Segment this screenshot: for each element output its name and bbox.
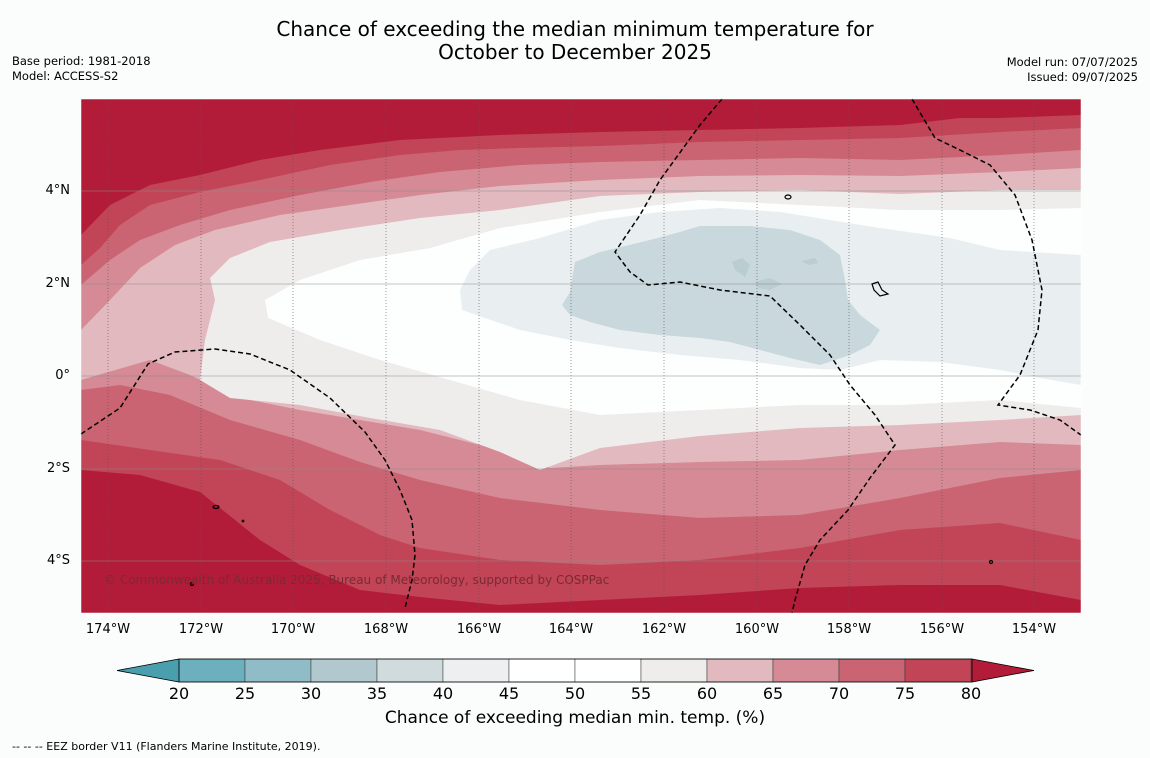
- lat-label: 2°S: [46, 461, 70, 476]
- map-frame: [80, 98, 1082, 614]
- copyright-text: © Commonwealth of Australia 2025, Bureau…: [104, 573, 609, 587]
- run-info: Model run: 07/07/2025 Issued: 09/07/2025: [1007, 55, 1138, 85]
- colorbar-tick: 50: [564, 684, 586, 703]
- colorbar-tick: 75: [894, 684, 916, 703]
- colorbar-tick: 70: [828, 684, 850, 703]
- lon-label: 168°W: [363, 622, 409, 637]
- model-run: Model run: 07/07/2025: [1006, 55, 1138, 69]
- colorbar-swatch: [838, 658, 906, 683]
- colorbar-swatch: [706, 658, 774, 683]
- colorbar-tick: 60: [696, 684, 718, 703]
- lon-label: 166°W: [456, 622, 502, 637]
- colorbar-swatch: [772, 658, 840, 683]
- colorbar-swatch: [904, 658, 972, 683]
- colorbar-swatch: [640, 658, 708, 683]
- lon-label: 162°W: [641, 622, 687, 637]
- colorbar-tick: 20: [168, 684, 190, 703]
- lon-label: 164°W: [548, 622, 594, 637]
- band-35-40: [562, 226, 880, 365]
- colorbar-swatch: [244, 658, 312, 683]
- footnote: -- -- -- EEZ border V11 (Flanders Marine…: [12, 740, 321, 753]
- lon-label: 170°W: [270, 622, 316, 637]
- colorbar-tick: 80: [960, 684, 982, 703]
- colorbar-swatch: [442, 658, 510, 683]
- colorbar-title: Chance of exceeding median min. temp. (%…: [384, 708, 766, 728]
- lat-label: 0°: [55, 368, 70, 383]
- colorbar-tick: 55: [630, 684, 652, 703]
- colorbar-tick: 30: [300, 684, 322, 703]
- lat-label: 4°S: [46, 553, 70, 568]
- colorbar-swatch: [376, 658, 444, 683]
- lon-label: 158°W: [826, 622, 872, 637]
- issued-date: Issued: 09/07/2025: [1027, 70, 1138, 84]
- title-line-1: Chance of exceeding the median minimum t…: [276, 17, 874, 41]
- model-name: Model: ACCESS-S2: [12, 69, 119, 83]
- colorbar-swatch: [574, 658, 642, 683]
- colorbar-swatch: [178, 658, 246, 683]
- lat-label: 2°N: [45, 276, 71, 291]
- colorbar-swatch: [310, 658, 378, 683]
- band-35-40: [802, 258, 818, 265]
- title-line-2: October to December 2025: [438, 40, 712, 64]
- eez-borders: [80, 98, 1082, 614]
- lon-label: 154°W: [1011, 622, 1057, 637]
- lon-label: 172°W: [178, 622, 224, 637]
- colorbar-tick: 40: [432, 684, 454, 703]
- colorbar-extend-low: [117, 659, 179, 682]
- colorbar-swatches: [117, 658, 1034, 683]
- colorbar-swatch: [508, 658, 576, 683]
- model-info: Base period: 1981-2018 Model: ACCESS-S2: [12, 54, 151, 84]
- lon-label: 156°W: [919, 622, 965, 637]
- lat-label: 4°N: [45, 183, 71, 198]
- islands: [189, 194, 994, 587]
- map-field: [81, 99, 1081, 613]
- colorbar-extend-high: [971, 659, 1034, 682]
- band-35-40: [732, 258, 750, 277]
- colorbar-tick: 65: [762, 684, 784, 703]
- base-period: Base period: 1981-2018: [12, 54, 151, 68]
- lon-label: 174°W: [85, 622, 131, 637]
- colorbar-tick: 45: [498, 684, 520, 703]
- colorbar-tick: 35: [366, 684, 388, 703]
- chart-title: Chance of exceeding the median minimum t…: [0, 18, 1150, 64]
- colorbar-outline: [116, 658, 1035, 683]
- colorbar-tick: 25: [234, 684, 256, 703]
- latitude-lines: [81, 190, 1081, 562]
- lon-label: 160°W: [734, 622, 780, 637]
